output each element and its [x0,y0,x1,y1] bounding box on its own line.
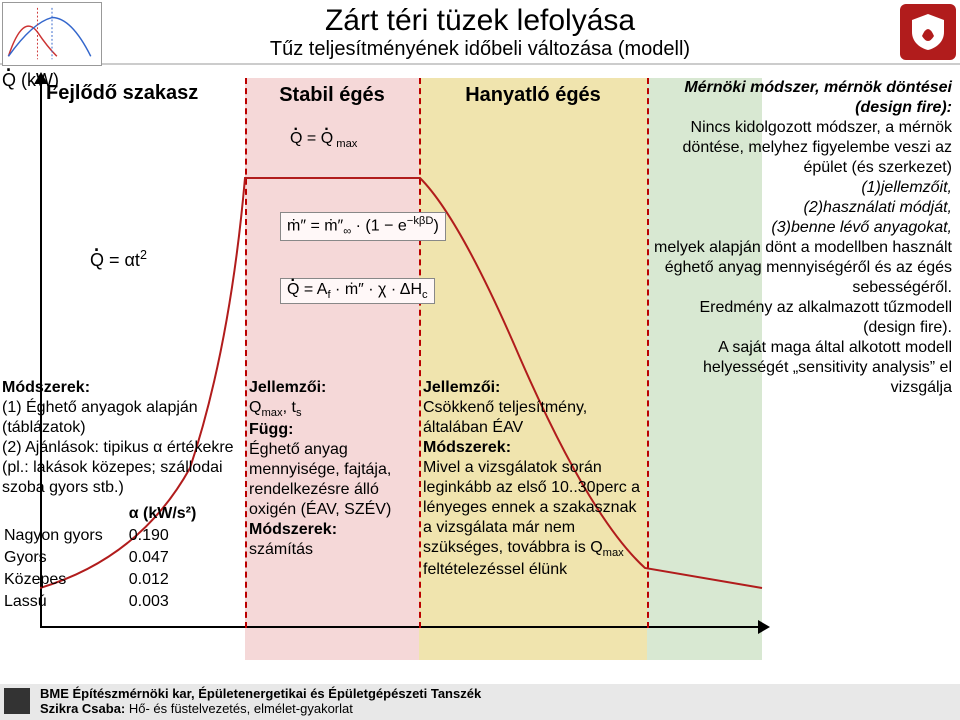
thumbnail-mini-chart [2,2,102,66]
right-body4: A saját maga által alkotott modell helye… [650,338,952,398]
steady-h1: Jellemzői: [249,378,417,398]
methods-growth: Módszerek: (1) Éghető anyagok alapján (t… [2,378,248,614]
divider [0,63,960,65]
decay-l2: Mivel a vizsgálatok során leginkább az e… [423,458,645,580]
steady-h2: Függ: [249,420,417,440]
page-subtitle: Tűz teljesítményének időbeli változása (… [0,38,960,61]
page-title: Zárt téri tüzek lefolyása [0,4,960,38]
methods-heading: Módszerek: [2,378,248,398]
right-body: Nincs kidolgozott módszer, a mérnök dönt… [650,118,952,178]
steady-details: Jellemzői: Qmax, ts Függ: Éghető anyag m… [249,378,417,560]
methods-line1: (1) Éghető anyagok alapján (táblázatok) [2,398,248,438]
steady-l1: Qmax, ts [249,398,417,420]
decay-details: Jellemzői: Csökkenő teljesítmény, általá… [423,378,645,580]
decay-l1: Csökkenő teljesítmény, általában ÉAV [423,398,645,438]
footer-line1: BME Építészmérnöki kar, Épületenergetika… [40,686,954,701]
right-li1: (1)jellemzőit, [650,178,952,198]
right-li3: (3)benne lévő anyagokat, [650,218,952,238]
decay-h2: Módszerek: [423,438,645,458]
formula-steady: Q = Q max [290,130,357,150]
bme-logo [4,688,30,714]
right-heading: Mérnöki módszer, mérnök döntései (design… [650,78,952,118]
right-body3: Eredmény az alkalmazott tűzmodell (desig… [650,298,952,338]
table-row: Lassú0.003 [4,592,220,612]
organisation-logo [900,4,956,60]
steady-h3: Módszerek: [249,520,417,540]
table-row: Nagyon gyors0.190 [4,526,220,546]
steady-l2: Éghető anyag mennyisége, fajtája, rendel… [249,440,417,520]
footer-line2: Szikra Csaba: Hő- és füstelvezetés, elmé… [40,701,954,716]
formula-hrr-fuel: Q = Af · ṁ″ · χ · ΔHc [280,278,435,304]
title-block: Zárt téri tüzek lefolyása Tűz teljesítmé… [0,0,960,61]
table-row: Közepes0.012 [4,570,220,590]
right-li2: (2)használati módját, [650,198,952,218]
chart-area: Stabil égés Hanyatló égés Q (kW) Fejlődő… [0,78,960,686]
engineer-method-sidebar: Mérnöki módszer, mérnök döntései (design… [650,78,956,398]
table-row: α (kW/s²) [4,504,220,524]
alpha-table: α (kW/s²) Nagyon gyors0.190 Gyors0.047 K… [2,502,222,614]
phase-title-growth: Fejlődő szakasz [46,82,198,105]
formula-burning-rate: ṁ″ = ṁ″∞ · (1 − e−kβD) [280,212,446,241]
table-row: Gyors0.047 [4,548,220,568]
alpha-header: α (kW/s²) [129,504,221,524]
right-body2: melyek alapján dönt a modellben használt… [650,238,952,298]
decay-h1: Jellemzői: [423,378,645,398]
steady-l3: számítás [249,540,417,560]
footer: BME Építészmérnöki kar, Épületenergetika… [0,684,960,720]
formula-growth: Q = αt2 [90,248,147,271]
methods-line2: (2) Ajánlások: tipikus α értékekre (pl.:… [2,438,248,498]
